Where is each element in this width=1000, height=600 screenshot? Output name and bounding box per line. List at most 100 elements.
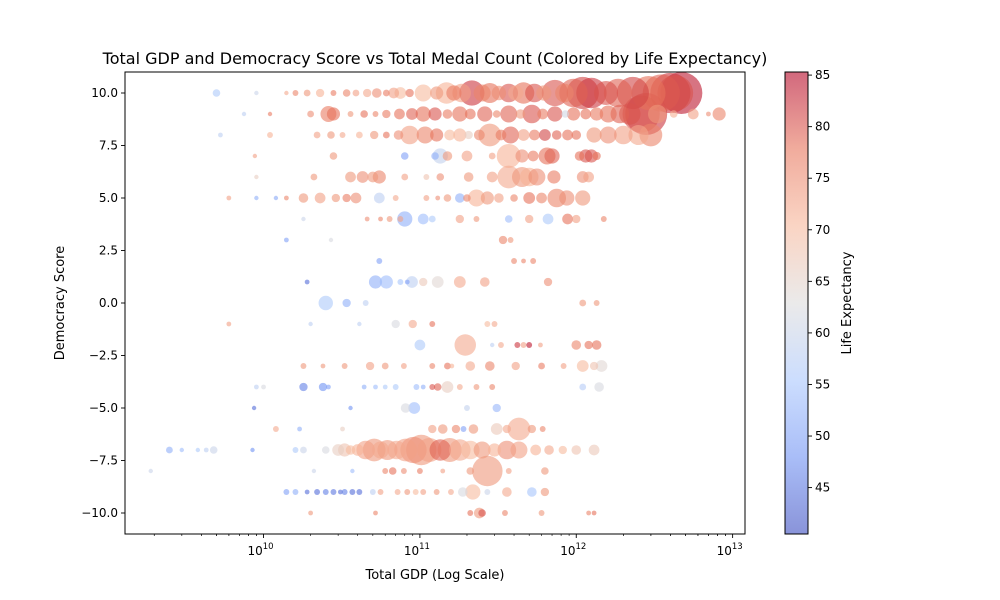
data-point bbox=[562, 213, 573, 225]
data-point bbox=[350, 192, 362, 204]
data-point bbox=[538, 342, 543, 348]
data-point bbox=[365, 361, 375, 371]
data-point bbox=[517, 129, 530, 141]
data-point bbox=[504, 215, 513, 223]
data-point bbox=[419, 277, 428, 287]
data-point bbox=[406, 276, 418, 288]
data-point bbox=[527, 487, 537, 497]
data-point bbox=[310, 173, 318, 181]
data-point bbox=[400, 468, 407, 474]
data-point bbox=[498, 342, 504, 348]
data-point bbox=[510, 194, 518, 202]
data-point bbox=[502, 487, 512, 497]
data-point bbox=[292, 447, 299, 453]
data-point bbox=[505, 468, 512, 474]
data-point bbox=[526, 342, 533, 348]
data-point bbox=[292, 90, 299, 96]
y-tick-label: 0.0 bbox=[99, 296, 118, 310]
data-point bbox=[544, 445, 554, 455]
data-point bbox=[495, 129, 507, 141]
data-point bbox=[412, 489, 419, 495]
data-point bbox=[440, 468, 446, 474]
data-point bbox=[382, 468, 389, 474]
data-point bbox=[379, 275, 393, 289]
data-point bbox=[544, 148, 560, 164]
data-point bbox=[595, 360, 608, 372]
y-tick-label: −2.5 bbox=[89, 349, 118, 363]
data-point bbox=[364, 216, 370, 222]
data-point bbox=[500, 105, 518, 123]
data-point bbox=[473, 129, 485, 141]
data-point bbox=[315, 88, 325, 98]
data-point bbox=[415, 106, 431, 122]
data-point bbox=[594, 382, 604, 392]
data-point bbox=[218, 132, 223, 138]
colorbar-tick-label: 55 bbox=[815, 377, 830, 391]
data-point bbox=[209, 446, 218, 454]
data-point bbox=[417, 213, 429, 225]
data-point bbox=[267, 132, 273, 138]
data-point bbox=[657, 75, 694, 111]
data-point bbox=[370, 130, 379, 140]
data-point bbox=[579, 383, 587, 391]
data-point bbox=[393, 130, 404, 140]
data-point bbox=[416, 126, 434, 144]
data-point bbox=[368, 275, 383, 289]
data-point bbox=[406, 108, 418, 120]
data-point bbox=[304, 489, 310, 495]
data-point bbox=[478, 509, 486, 517]
data-point bbox=[329, 152, 338, 160]
data-point bbox=[372, 111, 379, 117]
data-point bbox=[378, 216, 383, 222]
data-point bbox=[446, 85, 462, 101]
data-point bbox=[345, 171, 356, 183]
data-point bbox=[599, 126, 617, 144]
data-point bbox=[589, 361, 599, 371]
data-point bbox=[541, 467, 549, 475]
data-point bbox=[448, 489, 454, 495]
data-point bbox=[515, 149, 529, 163]
data-point bbox=[502, 126, 520, 144]
y-axis-label: Democracy Score bbox=[53, 246, 68, 360]
data-point bbox=[444, 129, 456, 141]
data-point bbox=[397, 216, 404, 222]
data-point bbox=[498, 235, 508, 245]
data-point bbox=[562, 129, 573, 141]
data-point bbox=[342, 89, 351, 97]
data-point bbox=[536, 192, 547, 204]
data-point bbox=[628, 124, 649, 146]
data-point bbox=[420, 384, 426, 390]
colorbar-tick-label: 80 bbox=[815, 120, 830, 134]
data-point bbox=[467, 189, 485, 207]
data-point bbox=[429, 439, 452, 461]
y-tick-label: −5.0 bbox=[89, 401, 118, 415]
data-point bbox=[453, 276, 466, 288]
data-point bbox=[511, 258, 517, 264]
data-point bbox=[433, 489, 440, 495]
data-point bbox=[166, 446, 173, 454]
data-point bbox=[566, 107, 581, 121]
data-point bbox=[477, 106, 493, 122]
data-point bbox=[484, 489, 491, 495]
data-point bbox=[527, 424, 537, 434]
data-point bbox=[388, 467, 397, 475]
data-point bbox=[423, 174, 430, 180]
data-point bbox=[484, 321, 491, 327]
data-point bbox=[408, 319, 417, 329]
data-point bbox=[386, 216, 393, 222]
data-point bbox=[669, 110, 678, 118]
data-point bbox=[463, 172, 474, 182]
data-point bbox=[330, 489, 337, 495]
data-point bbox=[241, 111, 247, 117]
data-point bbox=[304, 279, 310, 285]
x-tick-label: 1012 bbox=[560, 542, 586, 558]
data-point bbox=[420, 489, 427, 495]
data-point bbox=[351, 444, 364, 456]
data-point bbox=[543, 277, 553, 287]
x-tick-label: 1013 bbox=[717, 542, 743, 558]
data-point bbox=[148, 468, 153, 474]
data-point bbox=[308, 510, 314, 516]
data-point bbox=[314, 489, 321, 495]
data-point bbox=[328, 237, 334, 243]
